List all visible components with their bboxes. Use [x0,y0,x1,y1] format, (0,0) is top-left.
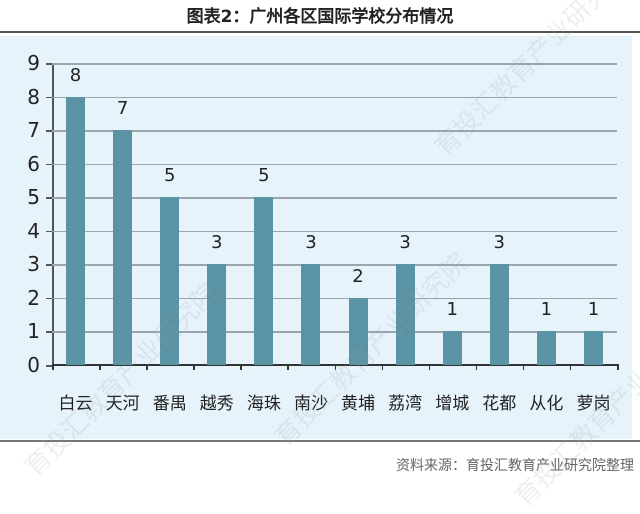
x-tick [334,364,336,370]
value-label: 1 [446,299,458,321]
y-tick [46,130,52,132]
category-label: 花都 [482,394,517,414]
bar-花都 [489,264,509,365]
bar-白云 [66,96,86,365]
category-label: 增城 [435,394,470,414]
gridline [52,331,617,333]
value-label: 7 [116,98,129,120]
value-label: 3 [493,232,505,254]
gridline [52,163,617,166]
value-label: 8 [69,64,82,86]
y-tick [46,230,52,233]
x-tick [99,364,101,370]
category-label: 萝岗 [576,394,611,414]
gridline [52,63,617,65]
y-tick-label: 0 [27,353,40,377]
value-label: 1 [540,299,553,321]
bar-南沙 [301,264,321,365]
bottom-divider [0,440,640,442]
y-tick-label: 6 [27,151,40,176]
chart-panel [0,36,632,439]
bar-增城 [442,331,462,365]
gridline [52,297,617,300]
bar-番禺 [160,197,180,365]
x-tick [146,364,148,370]
y-tick [46,96,52,99]
category-label: 南沙 [293,394,328,414]
bar-天河 [113,130,133,365]
y-tick-label: 5 [27,185,40,210]
plot-area: 0 1 2 3 4 5 6 7 8 9 8 7 5 3 5 3 2 3 1 3 1 1 [27,53,619,375]
top-divider [0,31,640,33]
x-tick [381,364,384,370]
value-label: 5 [163,165,176,187]
y-axis [52,63,54,365]
y-tick-label: 7 [27,118,40,143]
chart-title: 图表2：广州各区国际学校分布情况 [186,7,454,27]
y-tick-label: 3 [27,252,40,277]
bar-黄埔 [348,297,368,365]
gridline [52,264,617,266]
x-tick [428,364,431,370]
category-label: 从化 [529,394,564,414]
bar-荔湾 [395,264,415,365]
source-note: 资料来源：育投汇教育产业研究院整理 [396,458,634,474]
gridline [52,130,617,132]
y-tick [46,365,52,367]
x-tick [287,364,289,370]
gridline [52,197,617,199]
bar-越秀 [207,264,227,365]
value-label: 5 [258,165,270,187]
y-tick [46,197,52,199]
gridline [52,230,617,233]
category-label: 海珠 [246,394,281,414]
category-label: 天河 [105,394,140,414]
y-tick-label: 2 [27,285,40,310]
y-tick [46,264,52,266]
y-tick-label: 8 [27,84,40,109]
category-label: 番禺 [152,394,187,414]
x-tick [193,364,195,370]
y-tick [46,331,52,333]
x-tick [569,364,572,370]
category-label: 黄埔 [341,394,376,414]
x-tick [617,364,619,370]
x-tick [52,364,54,370]
y-tick-label: 9 [27,51,40,75]
value-label: 3 [305,232,317,254]
category-label: 荔湾 [388,394,423,414]
y-tick [46,297,52,300]
value-label: 3 [211,232,223,254]
value-label: 3 [399,232,411,254]
x-tick [240,364,242,370]
x-tick [522,364,525,370]
y-tick [46,63,52,65]
bar-萝岗 [583,331,603,365]
y-tick-label: 1 [27,319,40,344]
bar-从化 [536,331,556,365]
y-tick [46,163,52,166]
value-label: 1 [587,299,600,321]
category-label: 越秀 [199,394,234,414]
value-label: 2 [352,265,364,287]
category-label: 白云 [58,394,93,414]
x-tick [475,364,478,370]
bar-海珠 [254,197,274,365]
y-tick-label: 4 [27,218,40,243]
gridline [52,96,617,99]
